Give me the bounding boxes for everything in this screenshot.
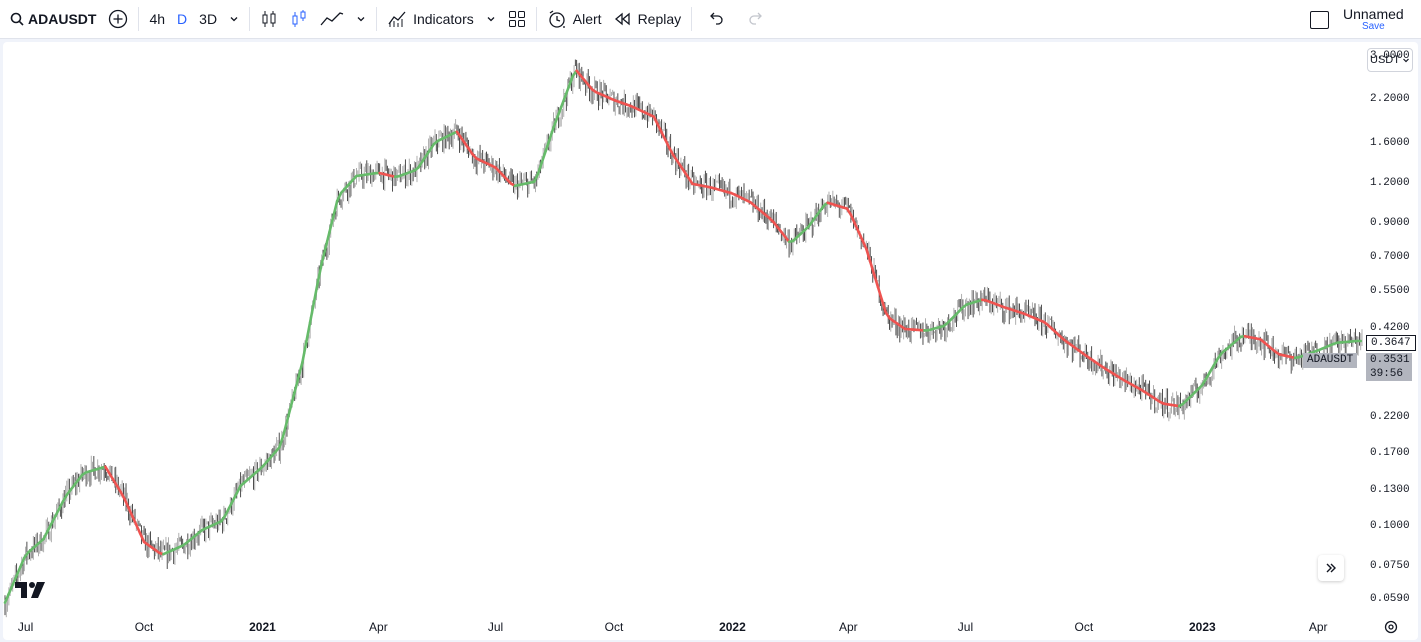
indicators-label: Indicators xyxy=(413,11,474,27)
scroll-to-realtime-button[interactable] xyxy=(1318,555,1344,581)
chart-type-dropdown[interactable] xyxy=(350,0,372,39)
alert-label: Alert xyxy=(572,11,602,27)
price-tick: 1.2000 xyxy=(1370,176,1410,189)
chevron-down-icon xyxy=(487,17,495,22)
undo-icon xyxy=(710,12,723,25)
line-chart-icon xyxy=(320,12,344,26)
layout-name-label: Unnamed xyxy=(1343,6,1404,22)
price-tick: 0.1300 xyxy=(1370,484,1410,497)
symbol-name: ADAUSDT xyxy=(28,11,97,27)
price-tick: 0.1000 xyxy=(1370,520,1410,533)
rewind-icon xyxy=(614,12,630,26)
chevron-down-icon xyxy=(230,17,238,22)
time-tick: Jul xyxy=(17,620,34,634)
last-price-label: 0.3531 xyxy=(1366,353,1412,367)
interval-d[interactable]: D xyxy=(177,11,188,27)
alert-button[interactable]: Alert xyxy=(541,0,608,39)
time-tick: Apr xyxy=(369,620,388,634)
time-tick: Oct xyxy=(604,620,624,634)
undo-button[interactable] xyxy=(696,0,736,39)
tv-logo-icon xyxy=(15,582,45,598)
chart-settings-button[interactable] xyxy=(1383,619,1399,640)
price-tick: 1.6000 xyxy=(1370,137,1410,150)
chart-pane[interactable] xyxy=(3,42,1418,640)
chart-type-bars[interactable] xyxy=(284,0,314,39)
templates-button[interactable] xyxy=(502,0,532,39)
tradingview-logo[interactable] xyxy=(15,582,45,603)
chevron-down-icon xyxy=(357,17,365,22)
indicators-button[interactable]: Indicators xyxy=(381,0,480,39)
indicators-dropdown[interactable] xyxy=(480,0,502,39)
chart-type-line[interactable] xyxy=(314,0,350,39)
ma-value-label: 0.3647 xyxy=(1366,335,1416,351)
price-tick: 0.1700 xyxy=(1370,447,1410,459)
symbol-search[interactable]: ADAUSDT xyxy=(0,0,102,39)
alarm-clock-icon xyxy=(549,10,565,28)
divider xyxy=(376,7,378,31)
time-tick: 2022 xyxy=(719,620,746,634)
price-tick: 0.7000 xyxy=(1370,251,1410,264)
symbol-price-tag: ADAUSDT xyxy=(1303,353,1358,368)
currency-selector[interactable]: USDT xyxy=(1367,48,1413,72)
hollow-candles-icon xyxy=(292,10,306,27)
double-chevron-right-icon xyxy=(1326,563,1336,573)
divider xyxy=(535,7,537,31)
chevron-down-icon xyxy=(1403,58,1409,63)
time-tick: Jul xyxy=(957,620,974,634)
interval-dropdown[interactable] xyxy=(223,0,245,39)
layout-select-icon[interactable] xyxy=(1310,11,1329,29)
search-icon xyxy=(10,12,24,26)
redo-button[interactable] xyxy=(736,0,776,39)
divider xyxy=(691,7,693,31)
divider xyxy=(249,7,251,31)
save-label[interactable]: Save xyxy=(1361,21,1385,32)
grid-icon xyxy=(508,11,525,27)
replay-button[interactable]: Replay xyxy=(608,0,688,39)
compare-symbol-button[interactable] xyxy=(102,0,134,39)
gear-icon xyxy=(1384,620,1398,634)
price-tick: 0.2200 xyxy=(1370,411,1410,424)
currency-label: USDT xyxy=(1370,54,1400,66)
interval-4h[interactable]: 4h xyxy=(149,11,166,27)
redo-icon xyxy=(749,12,763,25)
divider xyxy=(138,7,140,31)
price-tick: 2.2000 xyxy=(1370,93,1410,106)
time-tick: Oct xyxy=(1074,620,1094,634)
chart-type-candles[interactable] xyxy=(254,0,284,39)
countdown-label: 39:56 xyxy=(1366,367,1412,381)
top-toolbar: ADAUSDT 4h D 3D Indicators Alert Replay xyxy=(0,0,1421,39)
price-tick: 0.5500 xyxy=(1370,284,1410,297)
price-tick: 0.0590 xyxy=(1370,593,1410,606)
layout-name[interactable]: Unnamed Save xyxy=(1343,6,1404,32)
plus-circle-icon xyxy=(109,9,128,29)
candles-icon xyxy=(262,11,276,27)
time-tick: Apr xyxy=(838,620,858,634)
price-tick: 3.0000 xyxy=(1370,50,1410,63)
price-tick: 0.0750 xyxy=(1370,560,1410,573)
price-tick: 0.4200 xyxy=(1370,321,1410,334)
interval-3d[interactable]: 3D xyxy=(199,11,218,27)
time-tick: Apr xyxy=(1308,620,1328,634)
time-tick: Jul xyxy=(487,620,504,634)
time-tick: Oct xyxy=(134,620,154,634)
time-tick: 2023 xyxy=(1188,620,1216,634)
indicators-icon xyxy=(388,11,406,27)
price-tick: 0.9000 xyxy=(1370,216,1410,229)
replay-label: Replay xyxy=(637,11,682,27)
time-tick: 2021 xyxy=(249,620,276,634)
